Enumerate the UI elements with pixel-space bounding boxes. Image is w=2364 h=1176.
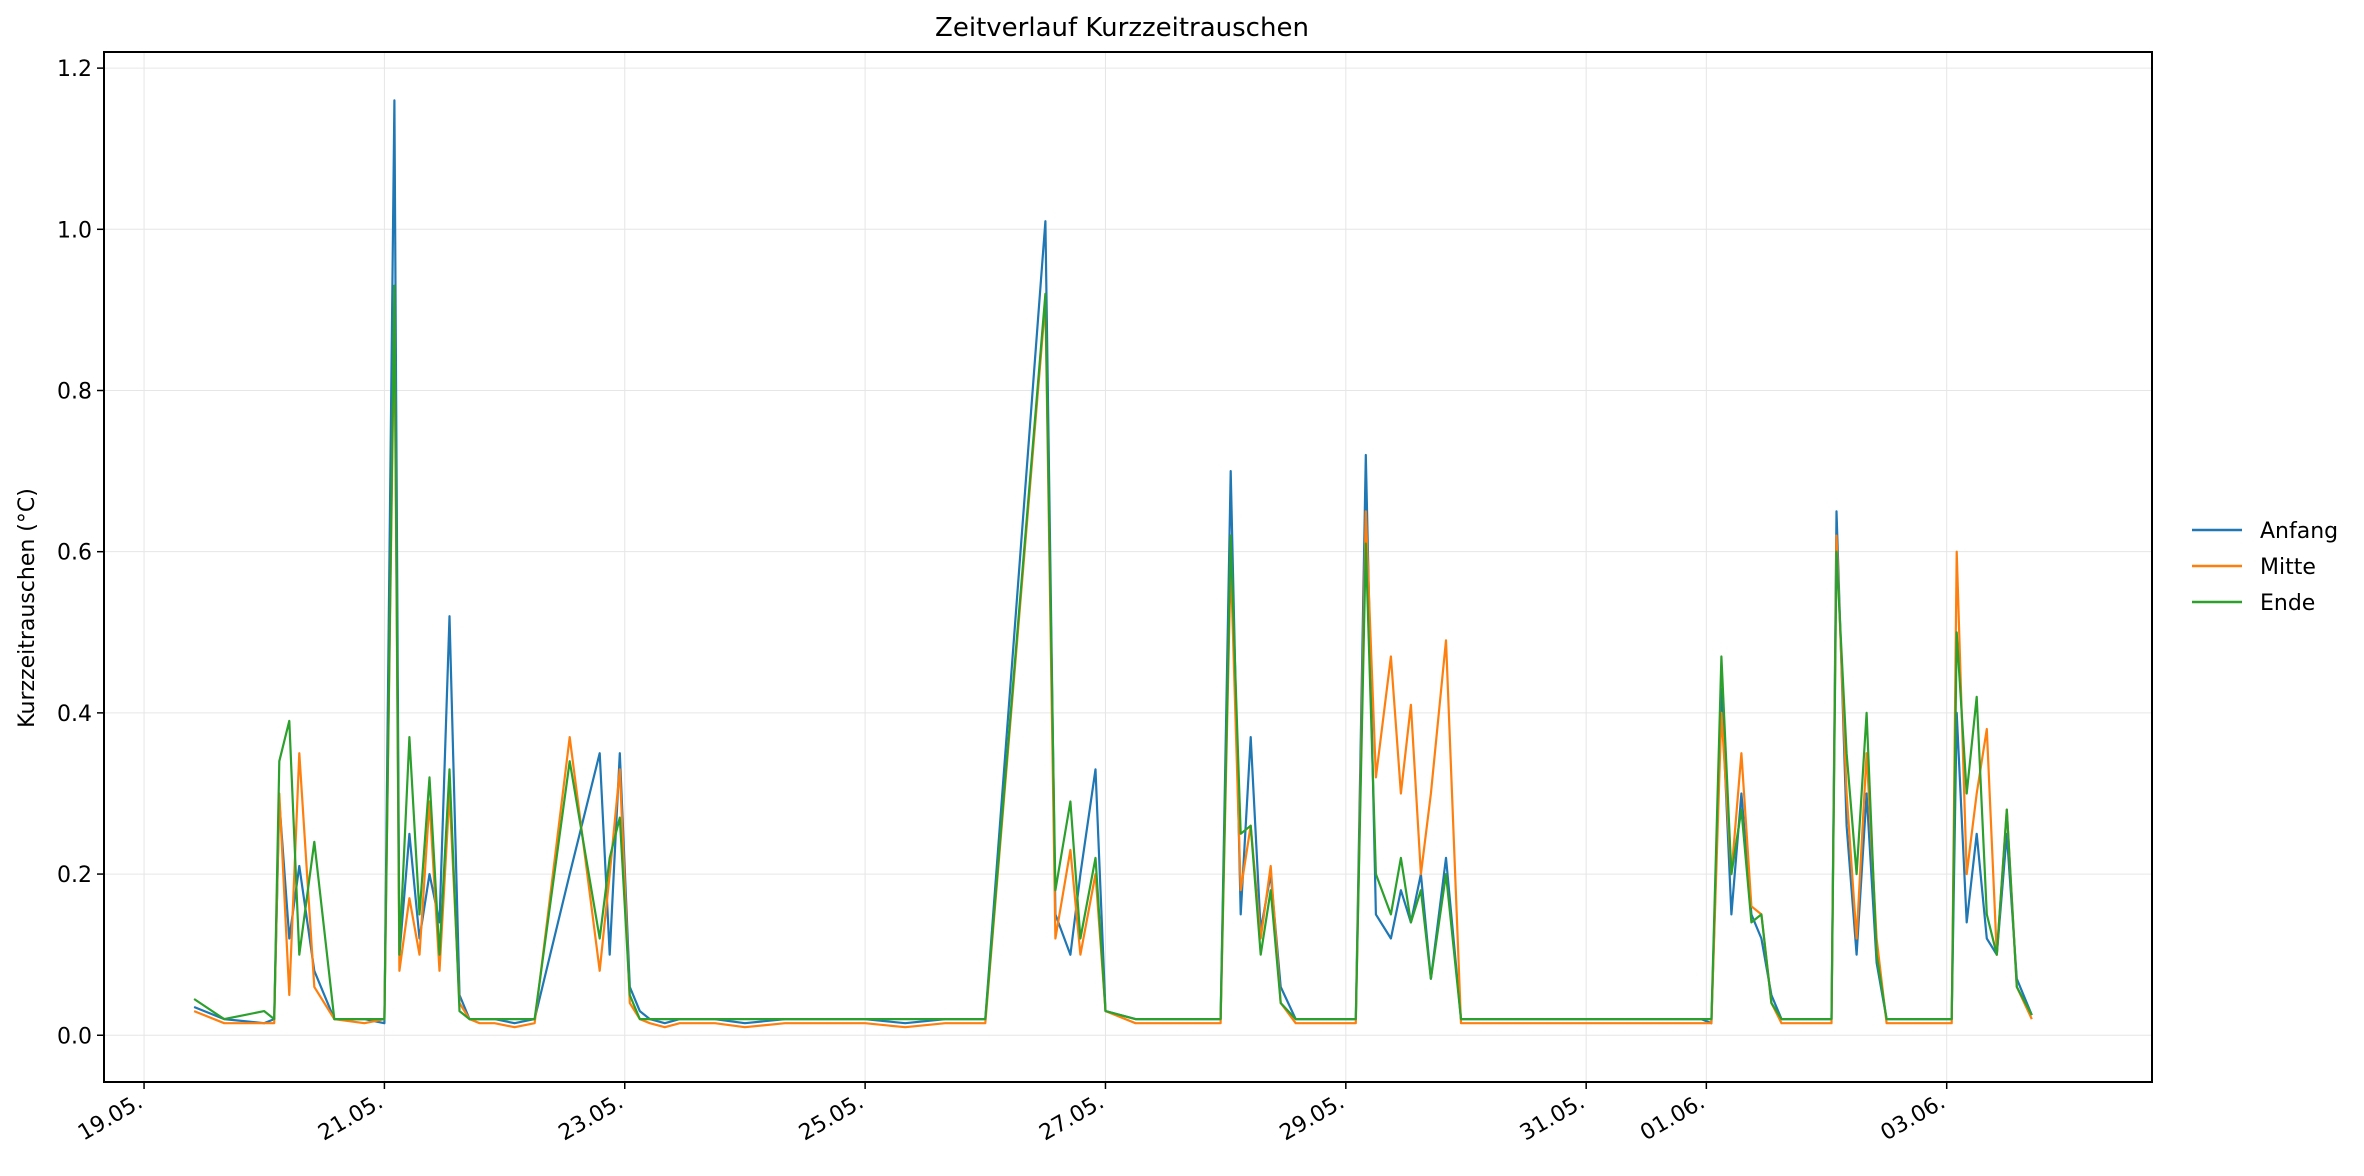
y-tick-label: 0.8 [57, 379, 92, 404]
plot-area-frame [103, 51, 2153, 1083]
legend: Anfang Mitte Ende [2192, 519, 2338, 616]
legend-label-mitte: Mitte [2260, 555, 2316, 580]
series-line-ende [193, 284, 2033, 1021]
y-tick-label: 1.2 [57, 57, 92, 82]
legend-label-ende: Ende [2260, 591, 2315, 616]
y-axis-label: Kurzzeitrauschen (°C) [15, 488, 40, 728]
y-tick-label: 0.6 [57, 541, 92, 566]
series-lines [193, 99, 2033, 1029]
y-axis: 0.0 0.2 0.4 0.6 0.8 1.0 1.2 [57, 57, 104, 1049]
chart-title: Zeitverlauf Kurzzeitrauschen [935, 13, 1309, 43]
legend-label-anfang: Anfang [2260, 519, 2338, 544]
y-tick-label: 0.4 [57, 702, 92, 727]
y-tick-label: 0.0 [57, 1024, 92, 1049]
y-tick-label: 1.0 [57, 218, 92, 243]
y-tick-label: 0.2 [57, 863, 92, 888]
